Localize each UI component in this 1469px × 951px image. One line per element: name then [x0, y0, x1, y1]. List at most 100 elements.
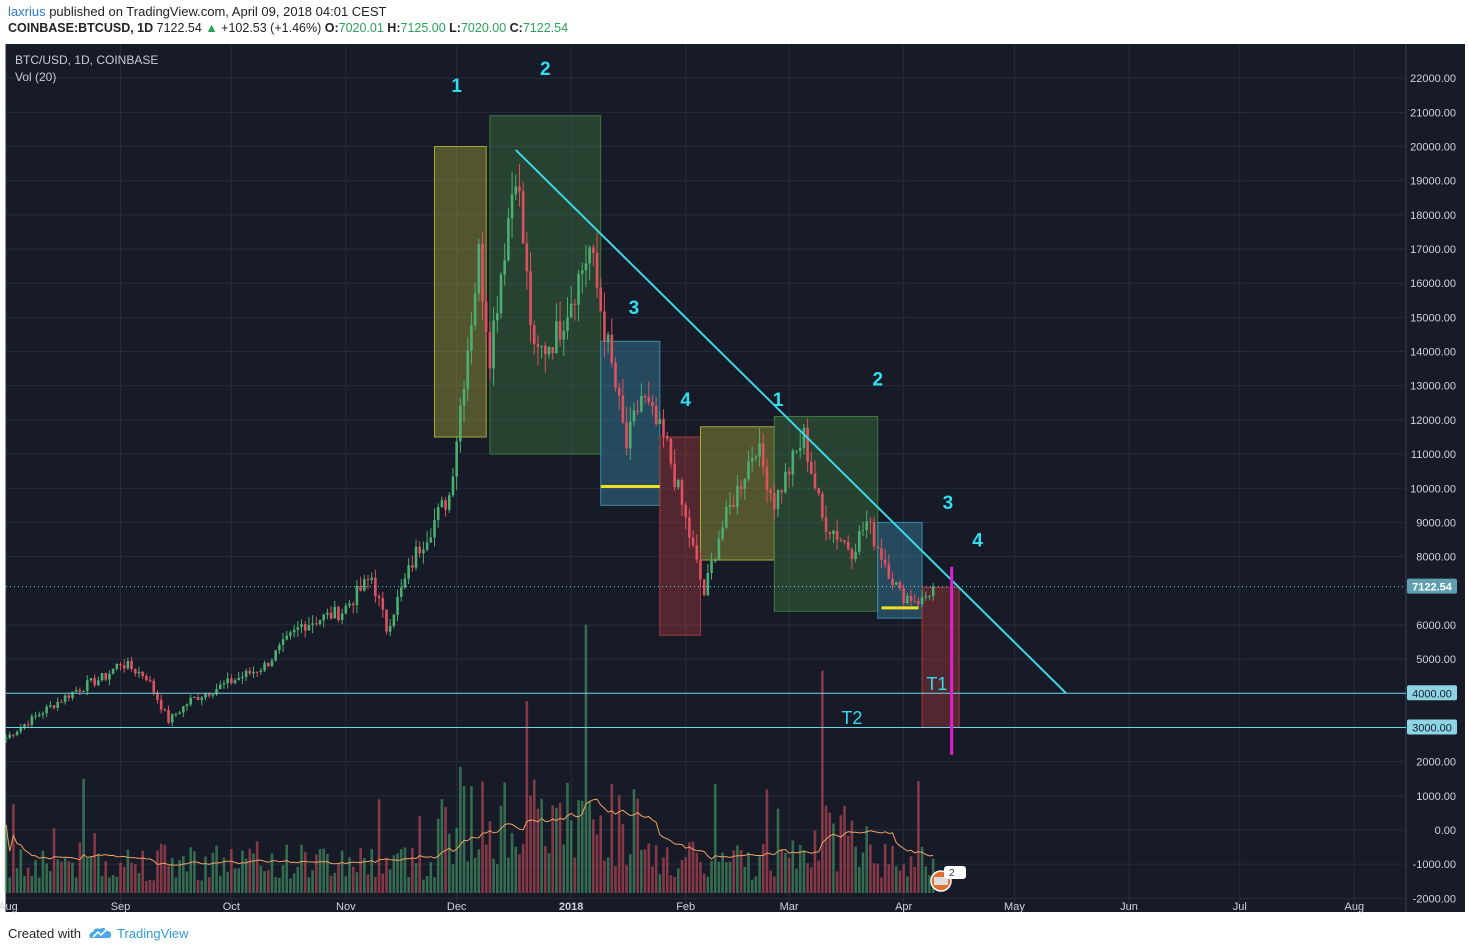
candle-body — [37, 714, 41, 716]
candle-body — [599, 287, 603, 312]
volume-bar — [82, 778, 85, 893]
candle-body — [872, 522, 876, 547]
volume-bar — [872, 863, 876, 893]
candle-body — [130, 660, 133, 670]
volume-bar — [595, 834, 599, 893]
candle-body — [798, 447, 802, 451]
tradingview-link[interactable]: TradingView — [117, 926, 189, 941]
candle-body — [603, 311, 606, 342]
volume-bar — [226, 871, 229, 893]
candle-body — [215, 689, 218, 695]
volume-bar — [654, 845, 658, 893]
volume-bar — [843, 805, 846, 893]
candle-body — [562, 331, 566, 340]
candle-body — [248, 670, 252, 674]
x-tick-label: Jul — [1233, 901, 1247, 913]
volume-bar — [222, 857, 226, 893]
candle-body — [725, 506, 728, 528]
candle-body — [614, 362, 617, 388]
volume-bar — [78, 842, 82, 893]
price-scale-box — [1407, 719, 1457, 735]
candle-body — [728, 504, 732, 507]
candle-body — [67, 695, 71, 698]
candle-body — [625, 422, 628, 449]
high-label: H: — [387, 21, 401, 35]
volume-bar — [19, 849, 23, 893]
volume-bar — [414, 863, 418, 893]
volume-bar — [163, 844, 167, 893]
candle-body — [266, 663, 270, 667]
volume-bar — [529, 795, 532, 893]
candle-body — [809, 461, 813, 474]
volume-bar — [787, 857, 791, 893]
candle-body — [329, 612, 333, 619]
candle-body — [492, 320, 495, 369]
volume-bar — [300, 844, 303, 893]
plot-area[interactable] — [6, 44, 1406, 912]
x-tick-label: Nov — [336, 901, 356, 913]
candle-body — [906, 595, 909, 604]
candle-body — [931, 586, 935, 596]
volume-bar — [52, 828, 56, 893]
volume-bar — [296, 866, 300, 893]
volume-bar — [329, 875, 333, 893]
candle-body — [662, 418, 665, 437]
y-tick-label: 14000.00 — [1410, 347, 1456, 359]
candle-body — [407, 565, 410, 579]
flag-badge-icon[interactable]: 2 — [930, 866, 966, 892]
volume-bar — [902, 864, 905, 893]
volume-bar — [846, 835, 850, 893]
candle-body — [137, 671, 141, 674]
candle-body — [784, 471, 787, 493]
svg-text:2: 2 — [949, 868, 955, 879]
volume-bar — [193, 851, 196, 893]
volume-bar — [625, 864, 628, 893]
price-axis[interactable] — [1406, 44, 1465, 912]
volume-bar — [621, 823, 625, 893]
volume-bar — [270, 853, 274, 893]
tradingview-logo-icon[interactable] — [87, 925, 113, 941]
x-tick-label: 2018 — [559, 901, 583, 913]
candle-body — [828, 531, 832, 534]
volume-bar — [233, 868, 237, 893]
candle-body — [163, 709, 167, 711]
volume-bar — [628, 853, 632, 893]
volume-bar — [292, 873, 296, 893]
candle-body — [19, 727, 23, 732]
volume-bar — [189, 847, 192, 893]
volume-bar — [725, 862, 728, 893]
candle-body — [71, 691, 74, 698]
volume-bar — [832, 823, 835, 893]
candle-body — [274, 650, 277, 661]
candle-body — [148, 679, 152, 681]
candle-body — [769, 490, 772, 493]
volume-bar — [63, 858, 67, 893]
volume-bar — [673, 876, 676, 893]
candle-body — [189, 697, 192, 705]
volume-bar — [909, 856, 913, 893]
candle-body — [791, 450, 795, 475]
volume-bar — [115, 876, 119, 893]
candle-body — [233, 680, 237, 684]
volume-bar — [218, 875, 222, 893]
candle-body — [300, 624, 303, 628]
candle-body — [898, 582, 902, 589]
volume-bar — [662, 857, 665, 893]
volume-bar — [728, 861, 732, 893]
volume-bar — [913, 866, 916, 893]
candle-body — [156, 692, 159, 700]
candle-body — [170, 714, 174, 723]
volume-bar — [891, 845, 894, 893]
publisher-link[interactable]: laxrius — [8, 4, 46, 19]
candle-body — [185, 704, 189, 707]
volume-bar — [573, 857, 577, 893]
candle-body — [222, 683, 226, 685]
candle-body — [924, 596, 928, 598]
candle-body — [496, 313, 499, 321]
candle-body — [880, 548, 883, 560]
volume-bar — [680, 859, 684, 893]
volume-bar — [333, 872, 337, 893]
volume-bar — [178, 860, 181, 893]
volume-bar — [858, 866, 861, 893]
